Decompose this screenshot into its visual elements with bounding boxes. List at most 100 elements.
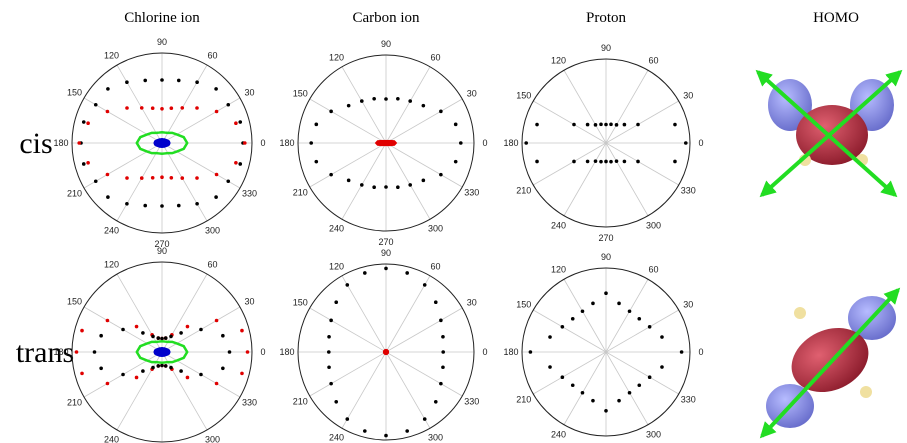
angle-label: 180 [279,138,294,148]
point [680,350,684,354]
angle-label: 330 [464,397,479,407]
point [548,365,552,369]
point [439,319,443,323]
angle-label: 30 [244,297,254,307]
angle-label: 210 [516,186,531,196]
point [195,176,199,180]
polar-chart: 0306090120150180210240270300330 [503,43,703,243]
angle-label: 30 [683,91,693,101]
point [240,329,244,333]
point [170,106,174,110]
point [422,179,426,183]
point [561,325,565,329]
point [594,123,598,127]
point [94,103,98,107]
polar-chart: 0306090120150180210240270300330 [279,39,487,247]
column-title: Proton [586,10,627,26]
point [586,160,590,164]
point [439,173,443,177]
point [99,367,103,371]
homo-cis [758,72,900,195]
angle-label: 30 [244,88,254,98]
point [384,185,388,189]
point [423,283,427,287]
angle-label: 240 [104,434,119,443]
spoke [386,308,462,352]
point [329,382,333,386]
angle-label: 240 [329,433,344,443]
point [329,110,333,114]
point [214,195,218,199]
point [195,202,199,206]
angle-label: 300 [646,220,661,230]
point [143,204,147,208]
point [80,372,84,376]
angle-label: 240 [329,224,344,234]
point [106,110,110,114]
point [141,331,145,335]
point [636,123,640,127]
point [156,336,160,340]
angle-label: 180 [53,138,68,148]
point [591,399,595,403]
spoke [310,352,386,396]
point [77,141,81,145]
spoke [533,101,606,143]
point [529,350,533,354]
point [372,97,376,101]
point [571,317,575,321]
point [673,160,677,164]
angle-label: 240 [551,429,566,439]
angle-label: 90 [157,37,167,47]
point [648,325,652,329]
point [572,160,576,164]
point [151,176,155,180]
angle-label: 330 [681,186,696,196]
angle-label: 150 [516,300,531,310]
figure: Chlorine ion Carbon ion Proton HOMO cis … [0,0,907,443]
point [384,97,388,101]
spoke [606,143,648,216]
point [82,120,86,124]
point [106,319,110,323]
angle-label: 300 [205,225,220,235]
point [454,123,458,127]
point [609,160,613,164]
angle-label: 90 [157,246,167,256]
point [422,104,426,108]
spoke [117,352,162,430]
spoke [606,70,648,143]
point [164,336,168,340]
point [99,334,103,338]
point [151,366,155,370]
point [615,123,619,127]
point [199,328,203,332]
point [179,369,183,373]
point [396,185,400,189]
point [125,202,129,206]
column-title: Carbon ion [352,10,420,26]
point [180,176,184,180]
point [454,160,458,164]
point [441,335,445,339]
point [423,417,427,421]
angle-label: 0 [482,347,487,357]
angle-label: 330 [242,398,257,408]
angle-label: 270 [598,233,613,243]
spoke [533,352,606,394]
angle-label: 120 [329,261,344,271]
angle-label: 270 [378,237,393,247]
point [199,373,203,377]
point [571,383,575,387]
point [215,110,219,114]
angle-label: 150 [67,88,82,98]
point [623,160,627,164]
point [609,123,613,127]
point [75,350,79,354]
angle-label: 210 [293,188,308,198]
point [238,162,242,166]
point [141,369,145,373]
point [327,350,331,354]
spoke [386,352,430,428]
point [121,373,125,377]
